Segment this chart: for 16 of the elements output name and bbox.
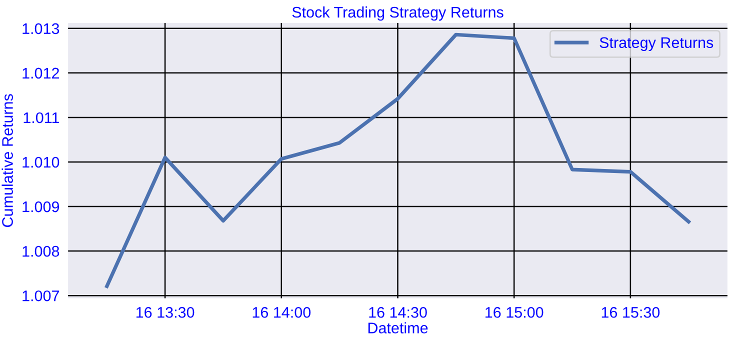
y-tick-label: 1.013 <box>22 23 60 34</box>
y-tick-label: 1.011 <box>24 112 60 124</box>
x-tick-label: 16 13:30 <box>136 306 194 318</box>
y-tick-label: 1.007 <box>22 290 59 302</box>
y-tick-label: 1.008 <box>22 246 60 257</box>
x-tick-label: 16 14:30 <box>369 306 427 318</box>
y-tick-label: 1.010 <box>22 156 60 168</box>
x-tick-label: 16 15:00 <box>486 306 544 318</box>
y-axis-title: Cumulative Returns <box>2 94 13 227</box>
y-tick-label: 1.012 <box>22 68 59 79</box>
y-tick-label: 1.009 <box>22 201 60 212</box>
x-tick-label: 16 15:30 <box>602 306 660 318</box>
x-axis-title: Datetime <box>368 322 428 334</box>
legend-label: Strategy Returns <box>600 37 714 52</box>
x-tick-label: 16 14:00 <box>252 306 311 318</box>
chart-title: Stock Trading Strategy Returns <box>292 6 504 21</box>
